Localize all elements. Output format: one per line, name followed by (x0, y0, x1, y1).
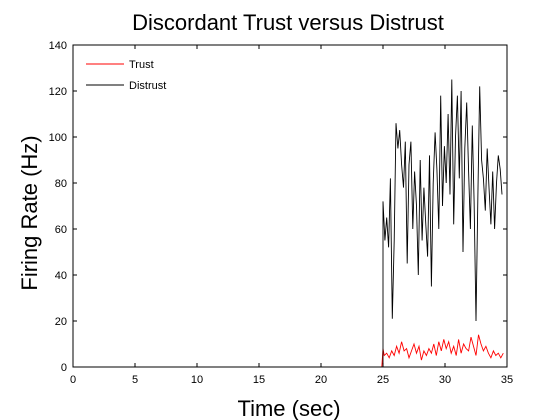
x-tick-label: 35 (501, 374, 513, 386)
y-tick-label: 60 (55, 224, 67, 236)
x-tick-label: 5 (132, 374, 138, 386)
plot-area (72, 79, 504, 368)
x-tick-label: 10 (191, 374, 203, 386)
x-tick-label: 30 (439, 374, 451, 386)
series-line-trust (72, 334, 504, 368)
x-tick-label: 20 (315, 374, 327, 386)
y-tick-label: 0 (61, 362, 67, 374)
chart-title: Discordant Trust versus Distrust (132, 10, 444, 35)
series-line-distrust (382, 79, 503, 367)
x-tick-label: 15 (253, 374, 265, 386)
legend-label-distrust: Distrust (129, 80, 166, 92)
x-tick-label: 25 (377, 374, 389, 386)
axes-box (72, 44, 508, 368)
y-tick-label: 120 (49, 86, 67, 98)
x-axis-label: Time (sec) (237, 396, 340, 420)
y-tick-label: 20 (55, 316, 67, 328)
x-tick-label: 0 (70, 374, 76, 386)
y-tick-label: 140 (49, 40, 67, 52)
y-tick-label: 40 (55, 270, 67, 282)
tick-labels: 0 5 10 15 20 25 30 35 0 20 40 60 80 100 120 140 (49, 40, 513, 386)
y-tick-label: 100 (49, 132, 67, 144)
legend-label-trust: Trust (129, 59, 154, 71)
y-axis-label: Firing Rate (Hz) (17, 135, 42, 290)
axes (72, 44, 508, 368)
y-tick-label: 80 (55, 178, 67, 190)
legend: Trust Distrust (86, 59, 166, 92)
